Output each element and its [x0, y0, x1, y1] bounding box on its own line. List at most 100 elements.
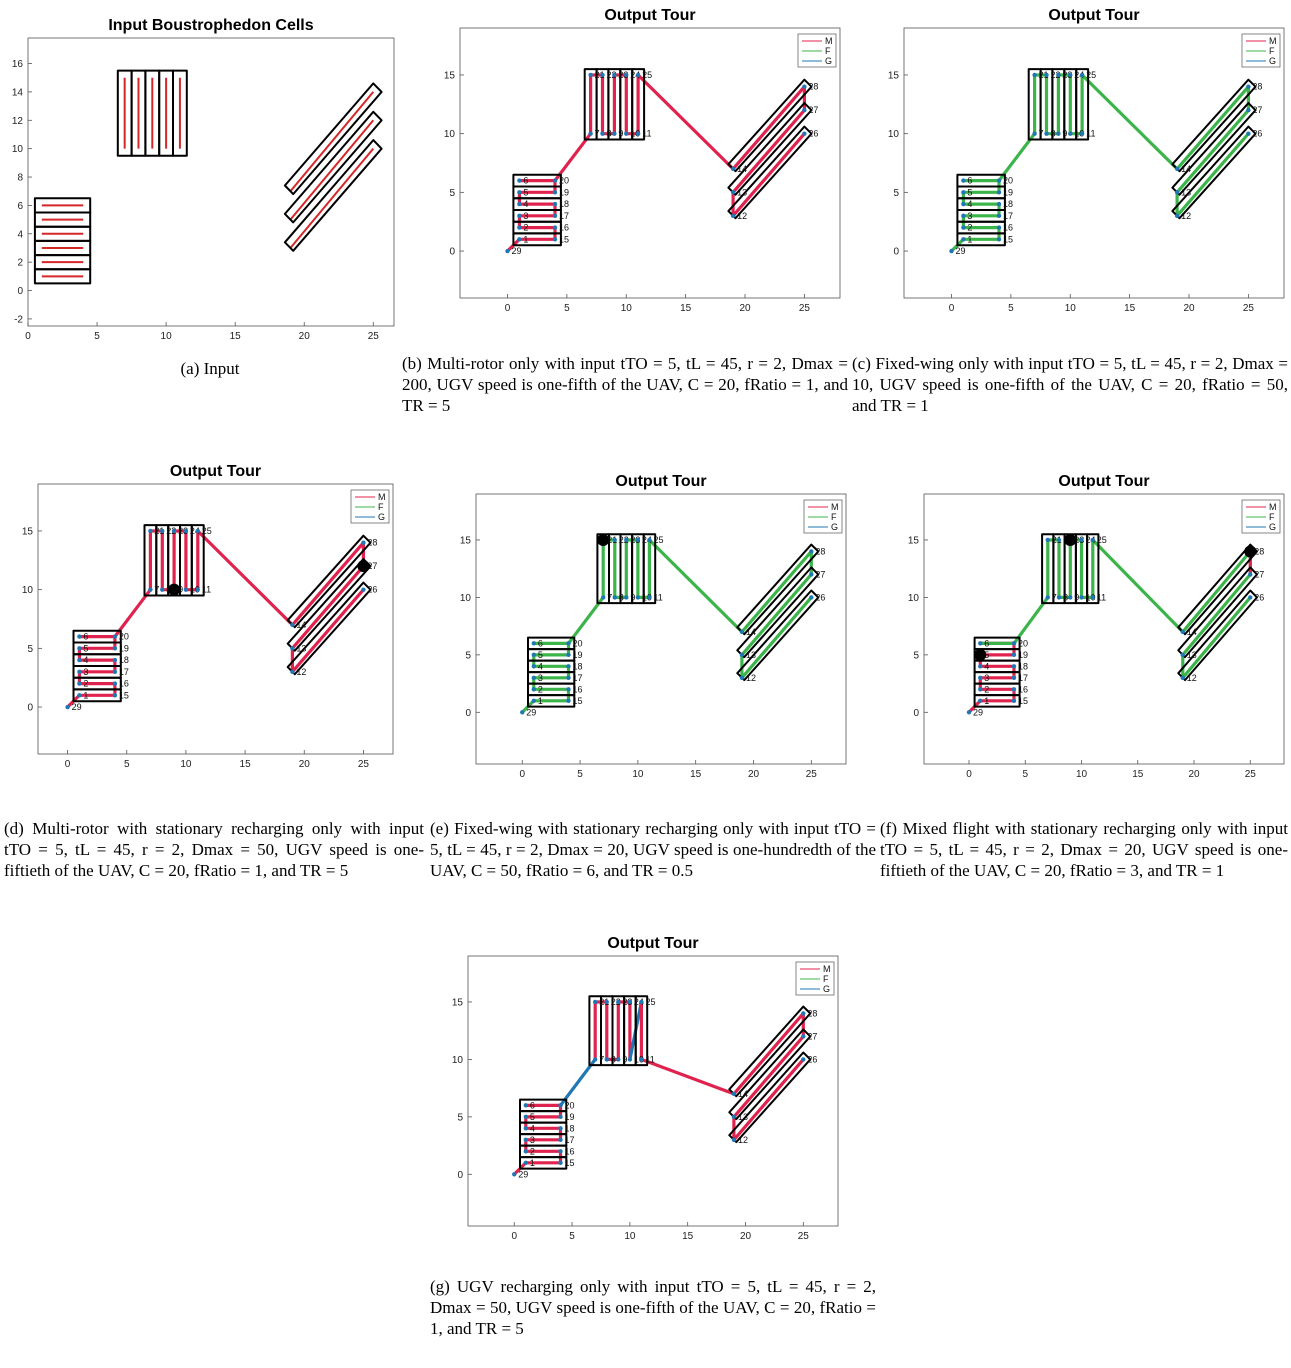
waypoint-node — [552, 213, 558, 219]
waypoint-node — [566, 664, 571, 669]
node-label: 15 — [1003, 234, 1013, 244]
waypoint-node — [635, 72, 641, 78]
y-tick-label: 10 — [908, 593, 920, 604]
waypoint-node — [566, 675, 571, 681]
node-label: 11 — [645, 1054, 654, 1064]
x-tick-label: 20 — [299, 331, 311, 342]
node-label: 3 — [538, 673, 543, 683]
node-label: 28 — [1254, 546, 1264, 556]
node-label: 15 — [1018, 696, 1028, 706]
waypoint-node — [600, 595, 606, 600]
x-tick-label: 15 — [230, 331, 242, 342]
node-label: 24 — [1074, 70, 1084, 80]
waypoint-node — [801, 1011, 806, 1016]
cell-polygon — [973, 636, 1021, 651]
waypoint-node — [520, 710, 525, 715]
x-tick-label: 25 — [358, 759, 370, 770]
cell-polygon — [642, 533, 657, 605]
waypoint-node — [77, 657, 82, 663]
waypoint-node — [1246, 131, 1251, 136]
node-label: 18 — [1018, 661, 1028, 671]
waypoint-node — [517, 201, 522, 207]
y-tick-label: 10 — [12, 144, 24, 155]
axes-frame — [27, 37, 395, 327]
node-label: 6 — [530, 1100, 535, 1110]
y-tick-label: 0 — [913, 708, 919, 719]
node-label: 7 — [1039, 129, 1044, 139]
x-tick-label: 5 — [1008, 303, 1014, 314]
waypoint-node — [531, 652, 537, 658]
cell-polygon — [72, 629, 122, 644]
x-tick-label: 5 — [564, 303, 570, 314]
x-tick-label: 15 — [1124, 303, 1136, 314]
waypoint-node — [802, 107, 807, 113]
node-label: 9 — [622, 1054, 627, 1064]
waypoint-node — [523, 1114, 529, 1120]
y-tick-label: 15 — [22, 526, 34, 537]
waypoint-node — [552, 190, 558, 195]
waypoint-node — [961, 237, 966, 242]
waypoint-node — [604, 999, 609, 1005]
axes-frame — [903, 27, 1285, 299]
waypoint-node — [639, 999, 644, 1005]
waypoint-node — [160, 528, 165, 534]
y-tick-label: 15 — [908, 535, 920, 546]
chart-title: Output Tour — [1048, 7, 1139, 24]
waypoint-node — [1056, 537, 1062, 543]
cell-polygon — [190, 524, 205, 597]
x-tick-label: 25 — [1243, 303, 1255, 314]
waypoint-node — [512, 1172, 517, 1177]
waypoint-node — [978, 687, 983, 692]
waypoint-node — [1079, 595, 1084, 600]
y-tick-label: 6 — [17, 201, 23, 212]
waypoint-node — [639, 1057, 644, 1062]
waypoint-node — [112, 669, 118, 675]
waypoint-node — [552, 201, 558, 207]
waypoint-node — [612, 72, 617, 78]
node-label: 25 — [202, 526, 212, 536]
x-tick-label: 0 — [511, 1231, 517, 1242]
node-label: 14 — [738, 1089, 748, 1099]
waypoint-node — [523, 1160, 529, 1166]
y-tick-label: 8 — [17, 173, 23, 184]
node-label: 10 — [634, 1054, 644, 1064]
node-label: 21 — [154, 526, 164, 536]
node-label: 26 — [815, 592, 825, 602]
node-label: 9 — [178, 585, 183, 595]
waypoint-node — [531, 687, 537, 692]
x-tick-label: 25 — [806, 769, 818, 780]
legend-label: M — [825, 36, 833, 46]
node-label: 18 — [1003, 199, 1013, 209]
x-tick-label: 5 — [1022, 769, 1028, 780]
node-label: 8 — [1063, 592, 1068, 602]
waypoint-node — [290, 622, 295, 628]
node-label: 27 — [807, 1031, 817, 1041]
waypoint-node — [1174, 166, 1180, 172]
chart-title: Output Tour — [1058, 473, 1149, 490]
node-label: 27 — [1252, 105, 1262, 115]
node-label: 1 — [530, 1158, 535, 1168]
waypoint-node — [612, 537, 617, 543]
node-label: 6 — [984, 638, 989, 648]
node-label: 28 — [808, 82, 818, 92]
node-label: 5 — [83, 643, 88, 653]
waypoint-node — [978, 641, 983, 646]
waypoint-node — [978, 675, 983, 681]
node-label: 23 — [630, 535, 640, 545]
waypoint-node — [171, 528, 177, 534]
node-label: 9 — [1074, 592, 1079, 602]
waypoint-node — [195, 528, 200, 534]
waypoint-node — [600, 72, 605, 78]
waypoint-node — [1174, 190, 1180, 195]
waypoint-node — [961, 225, 966, 230]
node-label: 2 — [538, 684, 543, 694]
waypoint-node — [531, 698, 537, 704]
node-label: 5 — [530, 1112, 535, 1122]
waypoint-node — [612, 595, 617, 600]
waypoint-node — [624, 131, 629, 136]
waypoint-node — [647, 595, 652, 600]
node-label: 7 — [599, 1054, 604, 1064]
